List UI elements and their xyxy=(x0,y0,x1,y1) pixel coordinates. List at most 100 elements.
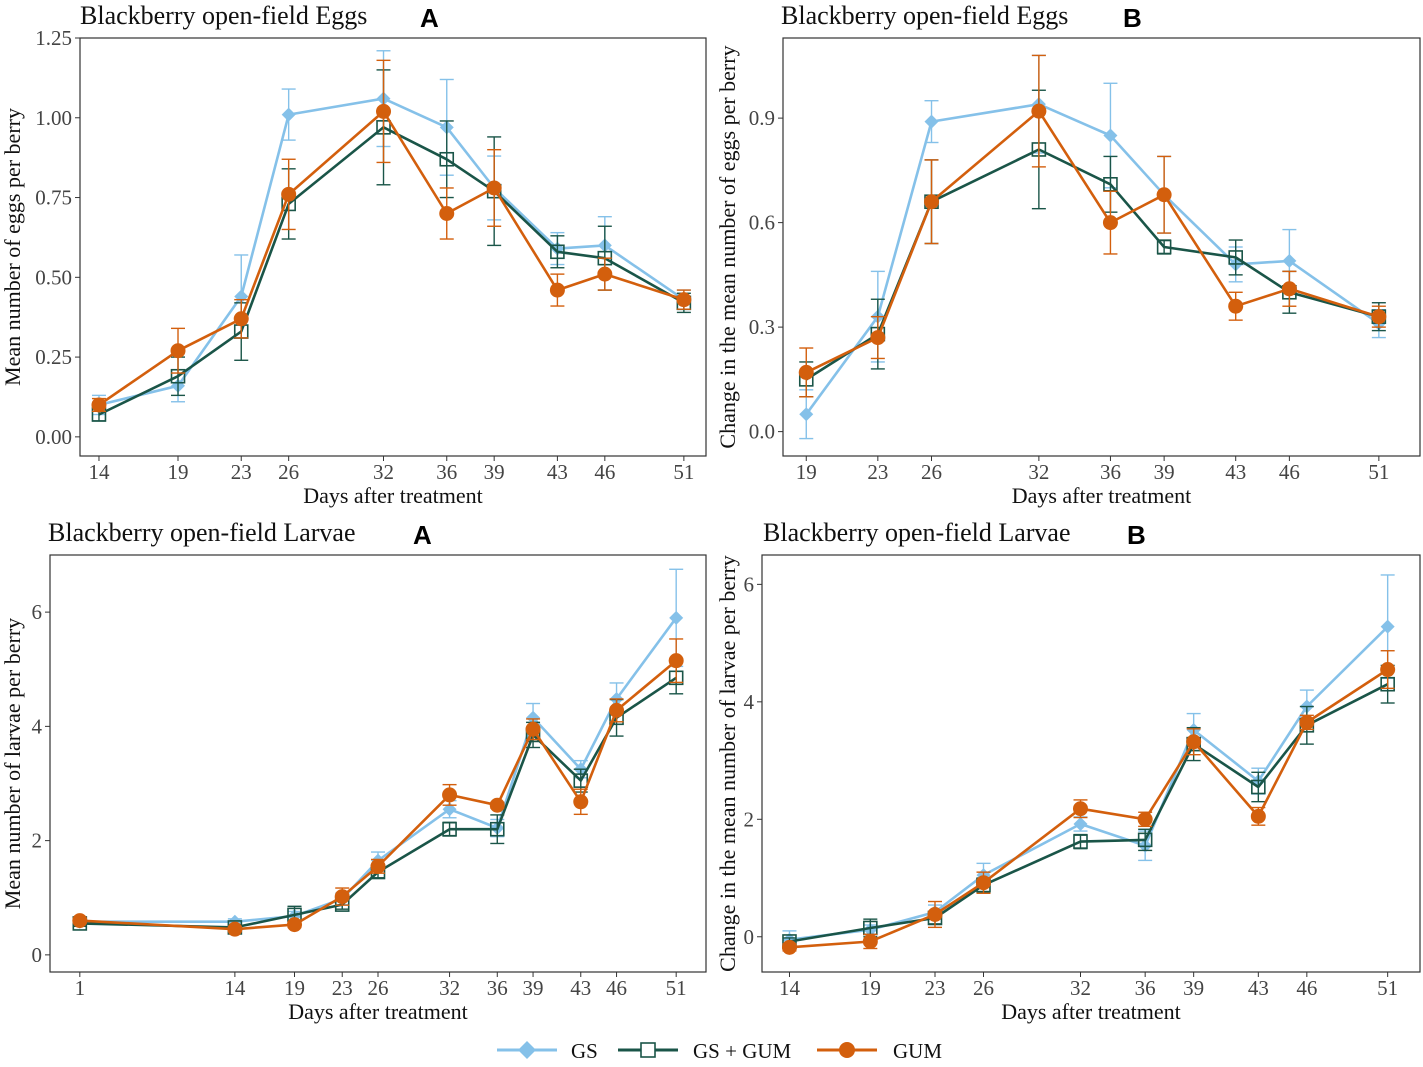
y-tick-label: 2 xyxy=(744,807,755,831)
x-axis-label: Days after treatment xyxy=(303,483,483,508)
y-tick-label: 4 xyxy=(744,690,755,714)
x-tick-label: 36 xyxy=(436,460,457,484)
data-point xyxy=(1186,734,1202,750)
data-point xyxy=(1380,619,1395,634)
data-point xyxy=(1073,816,1088,831)
panel-title: Blackberry open-field Larvae xyxy=(763,518,1071,547)
series-gs-gum xyxy=(798,89,1387,398)
data-point xyxy=(676,292,692,308)
data-point xyxy=(281,107,296,122)
data-point xyxy=(486,180,502,196)
y-tick-label: 0.25 xyxy=(35,345,72,369)
y-tick-label: 0.6 xyxy=(749,211,775,235)
legend-marker-circle-icon xyxy=(839,1042,855,1058)
x-tick-label: 26 xyxy=(973,976,994,1000)
data-point xyxy=(439,151,455,167)
legend-item-gum: GUM xyxy=(817,1039,942,1063)
data-point xyxy=(442,787,458,803)
legend-marker-diamond-icon xyxy=(518,1041,536,1059)
data-point xyxy=(1251,779,1266,795)
x-tick-label: 26 xyxy=(368,976,389,1000)
x-tick-label: 43 xyxy=(547,460,568,484)
legend-label-gum: GUM xyxy=(893,1039,942,1063)
data-point xyxy=(376,103,392,119)
x-axis-label: Days after treatment xyxy=(288,999,468,1024)
x-tick-label: 51 xyxy=(666,976,687,1000)
x-tick-label: 32 xyxy=(1070,976,1091,1000)
data-point xyxy=(370,858,386,874)
series-gs xyxy=(782,574,1395,950)
y-tick-label: 0.50 xyxy=(35,265,72,289)
legend-item-gs: GS xyxy=(497,1039,598,1063)
x-tick-label: 26 xyxy=(278,460,299,484)
y-axis-label: Change in the mean number of larvae per … xyxy=(715,555,740,972)
data-point xyxy=(924,194,940,210)
legend-label-gs: GS xyxy=(571,1039,598,1063)
x-tick-label: 14 xyxy=(779,976,801,1000)
x-tick-label: 39 xyxy=(484,460,505,484)
x-tick-label: 39 xyxy=(523,976,544,1000)
y-axis-label: Mean number of larvae per berry xyxy=(0,618,25,909)
data-point xyxy=(1073,834,1088,849)
data-point xyxy=(870,330,886,346)
data-point xyxy=(281,186,297,202)
data-point xyxy=(91,397,107,413)
x-tick-label: 14 xyxy=(88,460,110,484)
data-point xyxy=(1072,801,1088,817)
y-tick-label: 6 xyxy=(32,600,43,624)
panel-title: Blackberry open-field Larvae xyxy=(48,518,356,547)
x-axis-label: Days after treatment xyxy=(1012,483,1192,508)
data-point xyxy=(439,205,455,221)
data-point xyxy=(1371,309,1387,325)
legend: GS GS + GUM GUM xyxy=(497,1039,942,1063)
data-point xyxy=(1103,128,1118,143)
series-gum xyxy=(72,638,684,937)
data-point xyxy=(1137,811,1153,827)
x-tick-label: 36 xyxy=(487,976,508,1000)
data-point xyxy=(549,282,565,298)
x-tick-label: 26 xyxy=(921,460,942,484)
x-tick-label: 46 xyxy=(594,460,615,484)
data-point xyxy=(798,364,814,380)
data-point xyxy=(1156,239,1172,255)
series-line xyxy=(98,110,685,406)
legend-item-gs-gum: GS + GUM xyxy=(618,1039,792,1063)
data-point xyxy=(1282,253,1297,268)
data-point xyxy=(975,875,991,891)
y-axis-label: Mean number of eggs per berry xyxy=(0,108,25,386)
y-tick-label: 4 xyxy=(32,714,43,738)
data-point xyxy=(227,921,243,937)
x-tick-label: 19 xyxy=(860,976,881,1000)
data-point xyxy=(525,721,541,737)
plot-frame xyxy=(49,554,707,973)
y-tick-label: 0.9 xyxy=(749,106,775,130)
data-point xyxy=(781,939,797,955)
data-point xyxy=(442,821,457,837)
x-tick-label: 36 xyxy=(1100,460,1121,484)
data-point xyxy=(799,407,814,422)
panel-label: B xyxy=(1123,3,1142,33)
data-point xyxy=(1102,215,1118,231)
x-tick-label: 39 xyxy=(1154,460,1175,484)
legend-label-gs-gum: GS + GUM xyxy=(693,1039,792,1063)
series-line xyxy=(789,683,1389,943)
data-point xyxy=(1228,298,1244,314)
data-point xyxy=(1031,103,1047,119)
y-tick-label: 0.0 xyxy=(749,420,775,444)
data-point xyxy=(862,933,878,949)
data-point xyxy=(573,773,589,788)
data-point xyxy=(609,702,625,718)
data-point xyxy=(287,917,303,933)
x-tick-label: 1 xyxy=(75,976,86,1000)
data-point xyxy=(489,821,505,837)
data-point xyxy=(489,797,505,813)
data-point xyxy=(597,266,613,282)
y-axis-label: Change in the mean number of eggs per be… xyxy=(715,45,740,448)
series-line xyxy=(79,676,677,929)
x-tick-label: 23 xyxy=(924,976,945,1000)
x-tick-label: 32 xyxy=(439,976,460,1000)
data-point xyxy=(573,794,589,810)
data-point xyxy=(924,114,939,129)
